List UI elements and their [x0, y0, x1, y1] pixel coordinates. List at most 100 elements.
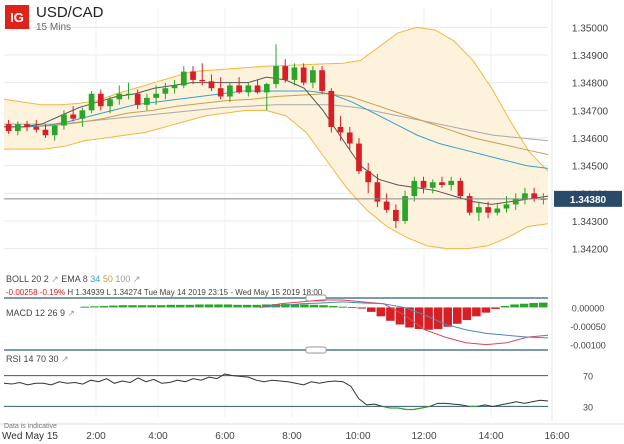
candle-down — [337, 126, 344, 133]
candle-up — [51, 125, 58, 136]
time-tick-label: 6:00 — [215, 431, 235, 442]
rsi-param: 70 — [36, 354, 49, 364]
macd-histogram-bar — [386, 307, 395, 321]
time-range: Tue May 14 2019 23:15 - Wed May 15 2019 … — [144, 288, 323, 297]
candle-up — [245, 85, 252, 93]
candle-up — [79, 110, 86, 119]
candle-up — [291, 67, 298, 80]
axis-date-label: Wed May 15 — [2, 431, 58, 442]
price-tick-label: 1.34800 — [572, 79, 609, 90]
price-tick-label: 1.34600 — [572, 134, 609, 145]
macd-histogram-bar — [109, 305, 118, 308]
macd-label: MACD — [6, 308, 35, 318]
macd-histogram-bar — [472, 307, 481, 317]
macd-histogram-bar — [338, 306, 347, 308]
macd-histogram-bar — [376, 307, 386, 317]
macd-histogram-bar — [233, 304, 242, 308]
price-tick-label: 1.34900 — [572, 51, 609, 62]
candle-down — [190, 71, 196, 80]
current-price-tag — [554, 190, 622, 207]
candle-down — [457, 180, 464, 197]
macd-histogram-bar — [204, 304, 214, 308]
macd-histogram-bar — [290, 304, 300, 308]
candle-down — [466, 196, 473, 213]
time-tick-label: 14:00 — [478, 431, 503, 442]
macd-histogram-bar — [156, 305, 166, 308]
candle-down — [33, 126, 40, 130]
candle-up — [14, 124, 21, 132]
macd-histogram-bar — [500, 305, 510, 308]
time-tick-label: 4:00 — [148, 431, 168, 442]
rsi-line — [3, 373, 549, 411]
candles — [5, 44, 547, 229]
candle-down — [24, 124, 30, 127]
macd-histogram-bar — [405, 307, 414, 328]
rsi-legend: RSI 14 70 30 ↗ — [6, 354, 69, 364]
candle-down — [439, 182, 445, 186]
ema-param: 8 — [83, 274, 91, 284]
candle-up — [503, 204, 510, 209]
edit-icon: ↗ — [61, 354, 69, 364]
candle-up — [310, 70, 316, 83]
price-change: -0.00258 — [6, 288, 40, 297]
macd-legend: MACD 12 26 9 ↗ — [6, 308, 75, 318]
indicator-legend: BOLL 20 2 ↗ EMA 8 34 50 100 ↗ — [6, 274, 140, 284]
macd-tick-label: 0.00000 — [572, 303, 605, 313]
ema-param: 34 — [90, 274, 103, 284]
candle-down — [134, 93, 141, 105]
candle-up — [144, 97, 150, 105]
macd-histogram-bar — [319, 305, 328, 308]
candle-up — [88, 93, 95, 111]
candle-up — [273, 66, 279, 85]
boll-param: 2 — [44, 274, 52, 284]
candle-up — [180, 71, 187, 86]
candle-up — [61, 114, 67, 126]
macd-histogram-bar — [99, 305, 109, 308]
macd-histogram-bar — [118, 305, 128, 308]
candle-down — [236, 85, 242, 93]
macd-histogram-bar — [443, 307, 452, 327]
macd-histogram-bar — [128, 305, 137, 308]
macd-histogram-bar — [367, 307, 376, 312]
candle-down — [485, 207, 491, 213]
macd-histogram-bar — [80, 306, 90, 308]
candle-down — [356, 143, 362, 172]
price-tick-label: 1.34300 — [572, 217, 609, 228]
macd-histogram-bar — [357, 307, 367, 309]
candle-up — [448, 180, 455, 186]
macd-histogram-bar — [519, 303, 529, 308]
candle-down — [365, 171, 372, 183]
macd-histogram-bar — [147, 305, 156, 308]
candle-up — [402, 196, 408, 221]
panel-resize-handle[interactable] — [305, 346, 327, 354]
ema-50-line — [4, 93, 549, 156]
session-high: H 1.34939 — [67, 288, 106, 297]
price-tick-label: 1.35000 — [572, 23, 609, 34]
macd-histogram-bar — [300, 304, 309, 308]
candle-down — [300, 67, 307, 83]
macd-signal-line — [259, 301, 549, 339]
bollinger-lower-band — [4, 109, 549, 250]
time-tick-label: 12:00 — [411, 431, 436, 442]
macd-tick-label: -0.00100 — [570, 341, 606, 351]
time-tick-label: 16:00 — [544, 431, 569, 442]
candle-up — [227, 85, 233, 97]
price-change-percent: -0.19% — [40, 288, 68, 297]
candle-down — [282, 66, 289, 80]
macd-histogram-bar — [252, 304, 261, 308]
macd-histogram-bar — [90, 306, 99, 308]
candle-down — [97, 93, 104, 107]
candle-down — [319, 70, 325, 91]
macd-histogram — [80, 302, 548, 330]
session-low: L 1.34274 — [107, 288, 144, 297]
macd-histogram-bar — [538, 302, 548, 308]
edit-icon: ↗ — [68, 308, 76, 318]
candle-up — [494, 208, 501, 213]
price-tick-label: 1.34700 — [572, 106, 609, 117]
rsi-param: 30 — [49, 354, 62, 364]
rsi-param: 14 — [24, 354, 37, 364]
macd-param: 9 — [60, 308, 68, 318]
rsi-oversold-segment — [382, 405, 430, 411]
macd-histogram-bar — [223, 304, 233, 308]
